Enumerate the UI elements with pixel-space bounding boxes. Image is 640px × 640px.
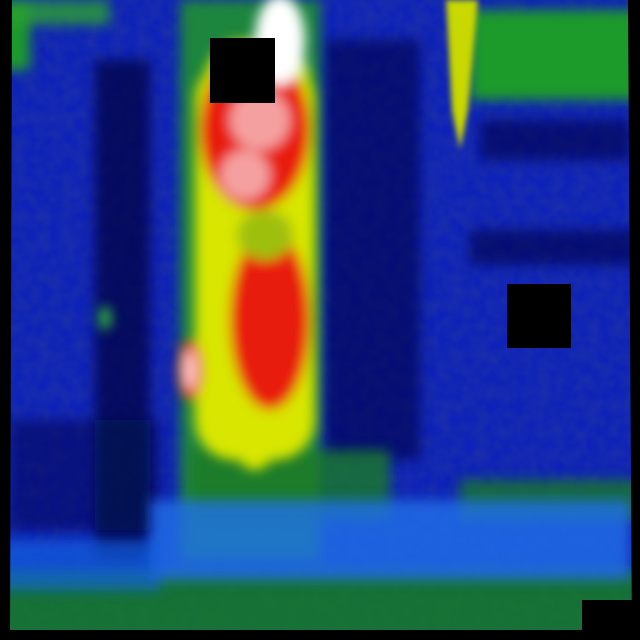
occlusion-patch xyxy=(507,284,571,348)
bottom-edge xyxy=(0,630,640,640)
occlusion-patch xyxy=(210,38,275,103)
cold-shadows xyxy=(10,40,640,560)
occlusion-patch xyxy=(582,600,640,640)
right-edge xyxy=(628,0,640,640)
left-edge xyxy=(0,0,12,640)
warm-stripe-right xyxy=(446,0,478,150)
lower-blue-band xyxy=(0,500,630,590)
person-heat-signature xyxy=(178,0,315,470)
